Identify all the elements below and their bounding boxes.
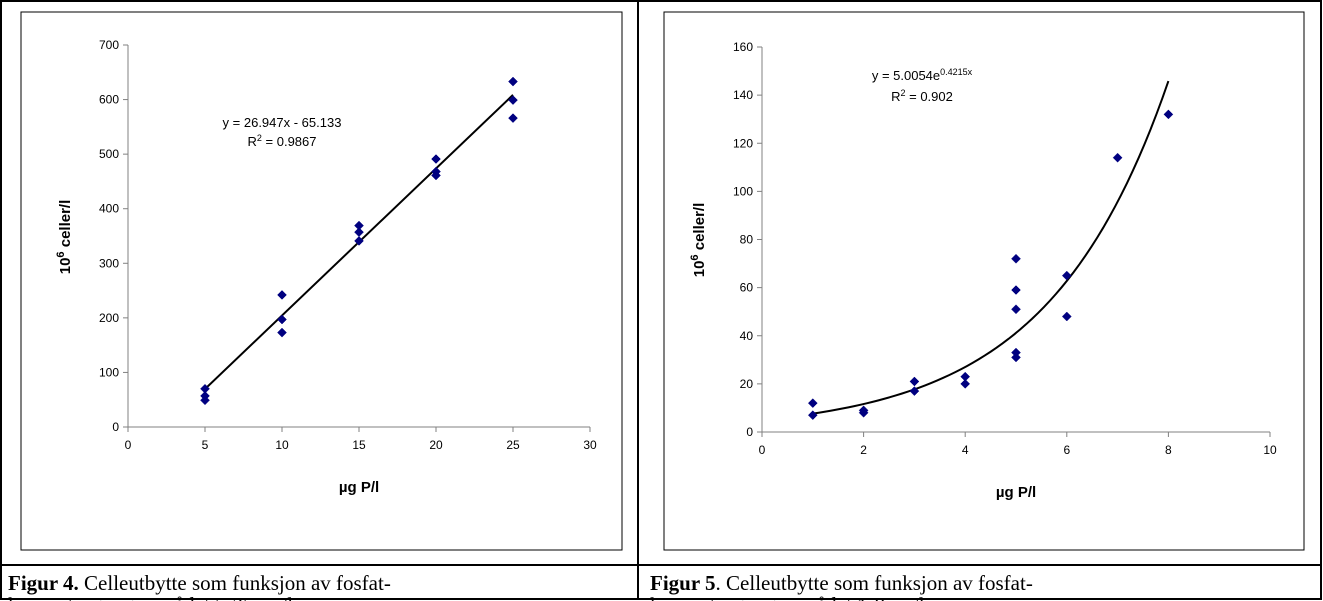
y-tick-label: 0 (746, 425, 753, 439)
x-tick-label: 20 (429, 438, 443, 452)
chart-figur-4: 0 100 200 300 400 500 600 700 0 5 10 15 20 25 30 y = 2… (20, 11, 623, 551)
y-tick-label: 160 (733, 40, 753, 54)
data-point (200, 395, 210, 406)
x-tick-label: 5 (202, 438, 209, 452)
data-point (508, 76, 518, 87)
data-point (354, 236, 364, 246)
x-tick-label: 6 (1063, 443, 1070, 457)
data-point (508, 113, 518, 123)
data-point (277, 327, 287, 338)
data-point (807, 398, 818, 408)
x-tick-label: 15 (352, 438, 366, 452)
y-tick-label: 600 (99, 93, 119, 107)
data-point (858, 407, 869, 418)
data-point (277, 314, 287, 325)
data-point (1011, 285, 1021, 295)
y-tick-label: 40 (740, 329, 754, 343)
chart-figur-5: 0 20 40 60 80 100 120 140 160 0 2 4 6 8 10 y = 5.0054e… (663, 11, 1305, 551)
chart-area-border (663, 11, 1305, 551)
y-tick-label: 120 (733, 136, 753, 150)
data-point (1011, 352, 1021, 363)
trendline-equation: y = 5.0054e0.4215x (872, 67, 973, 83)
y-tick-label: 100 (733, 184, 753, 198)
caption-text-line1: Celleutbytte som funksjon av fosfat- (84, 572, 391, 595)
caption-text-line1: . Celleutbytte som funksjon av fosfat- (715, 572, 1033, 595)
data-point (1061, 270, 1072, 281)
x-tick-label: 10 (1263, 443, 1277, 457)
r-squared-label: R2 = 0.9867 (248, 133, 317, 149)
y-tick-label: 100 (99, 365, 119, 379)
y-axis-label: 106 celler/l (689, 203, 708, 278)
x-tick-label: 0 (125, 438, 132, 452)
r-squared-label: R2 = 0.902 (891, 88, 953, 104)
caption-text-line2: konsentrasjon i området 5-25 µg/l (8, 593, 293, 601)
y-tick-label: 0 (112, 420, 119, 434)
x-axis-label: µg P/l (339, 479, 379, 496)
chart-area-border (20, 11, 623, 551)
data-point (1011, 304, 1021, 315)
data-point-group (807, 109, 1174, 421)
y-tick-label: 700 (99, 38, 119, 52)
x-axis-label: µg P/l (996, 484, 1036, 501)
data-point (431, 154, 441, 164)
x-tick-label: 4 (962, 443, 969, 457)
tick-group: 0 20 40 60 80 100 120 140 160 0 2 4 6 8 10 (733, 40, 1277, 457)
y-axis-label: 106 celler/l (55, 200, 74, 275)
x-tick-label: 8 (1165, 443, 1172, 457)
data-point (807, 410, 818, 421)
data-point (960, 379, 971, 389)
caption-figure-number: Figur 5 (650, 572, 716, 595)
y-tick-label: 60 (740, 281, 754, 295)
y-tick-label: 140 (733, 88, 753, 102)
trendline (812, 80, 1170, 415)
y-tick-label: 20 (740, 377, 754, 391)
x-tick-label: 30 (583, 438, 597, 452)
data-point (1163, 109, 1174, 120)
figure-caption-5: Figur 5. Celleutbytte som funksjon av fo… (650, 572, 1310, 601)
y-tick-label: 300 (99, 256, 119, 270)
x-tick-label: 25 (506, 438, 520, 452)
data-point (909, 386, 920, 396)
caption-text-line2: konsentrasjon i området 1-8 µg/l (650, 593, 925, 601)
data-point (431, 170, 441, 181)
data-point (1011, 253, 1021, 264)
figure-caption-4: Figur 4. Celleutbytte som funksjon av fo… (8, 572, 628, 601)
x-tick-label: 10 (275, 438, 289, 452)
tick-group: 0 100 200 300 400 500 600 700 0 5 10 15 20 25 30 (99, 38, 597, 452)
caption-figure-number: Figur 4. (8, 572, 79, 595)
data-point (909, 376, 920, 387)
data-point (508, 95, 518, 105)
y-tick-label: 200 (99, 311, 119, 325)
data-point (1112, 152, 1123, 163)
y-tick-label: 500 (99, 147, 119, 161)
data-point (1061, 311, 1072, 322)
data-point (277, 290, 287, 300)
x-tick-label: 0 (759, 443, 766, 457)
x-tick-label: 2 (860, 443, 867, 457)
trendline-equation: y = 26.947x - 65.133 (223, 115, 342, 130)
data-point-group (200, 76, 518, 406)
y-tick-label: 400 (99, 202, 119, 216)
y-tick-label: 80 (740, 233, 754, 247)
